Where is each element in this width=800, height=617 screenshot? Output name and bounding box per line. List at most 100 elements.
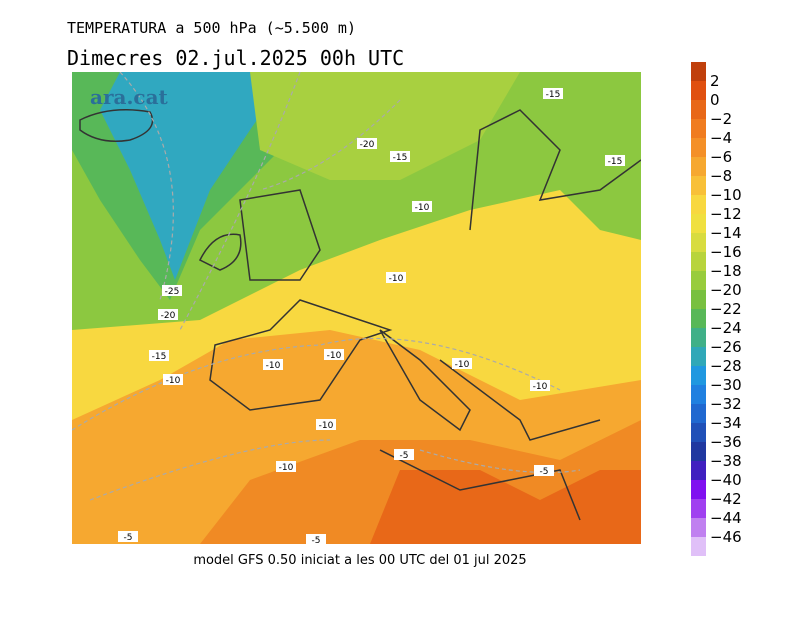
- contour-label-bg: [543, 88, 563, 99]
- contour-label: -10: [166, 376, 181, 386]
- colorbar-swatch: [691, 328, 706, 347]
- colorbar-swatch: [691, 442, 706, 461]
- colorbar-swatch: [691, 385, 706, 404]
- contour-label: -15: [152, 352, 167, 362]
- contour-label: -10: [279, 463, 294, 473]
- colorbar-label: −46: [710, 528, 742, 546]
- colorbar-swatch: [691, 138, 706, 157]
- colorbar-label: −6: [710, 148, 732, 166]
- colorbar-swatch: [691, 195, 706, 214]
- contour-label-bg: [452, 358, 472, 369]
- contour-label: -10: [266, 361, 281, 371]
- subtitle: Dimecres 02.jul.2025 00h UTC: [67, 46, 404, 70]
- colorbar-swatch: [691, 309, 706, 328]
- contour-label-bg: [263, 359, 283, 370]
- contour-label-bg: [390, 151, 410, 162]
- contour-label: -10: [319, 421, 334, 431]
- contour-label: -15: [608, 157, 623, 167]
- colorbar-swatch: [691, 214, 706, 233]
- colorbar-swatch: [691, 499, 706, 518]
- colorbar-swatch: [691, 157, 706, 176]
- footer: model GFS 0.50 iniciat a les 00 UTC del …: [193, 553, 526, 568]
- colorbar-swatch: [691, 480, 706, 499]
- contour-label-bg: [149, 350, 169, 361]
- isotherms: [72, 72, 581, 501]
- colorbar-label: −8: [710, 167, 732, 185]
- colorbar-label: −40: [710, 471, 742, 489]
- contour-label: -15: [393, 153, 408, 163]
- contour-label: -20: [360, 140, 375, 150]
- contour-label-bg: [394, 449, 414, 460]
- contour-label-bg: [316, 419, 336, 430]
- colorbar-label: −16: [710, 243, 742, 261]
- contour-label: -10: [533, 382, 548, 392]
- contour-label: -10: [327, 351, 342, 361]
- contour-label: -5: [312, 536, 321, 546]
- colorbar-label: −18: [710, 262, 742, 280]
- mid-area: [250, 72, 520, 180]
- contour-label-bg: [534, 465, 554, 476]
- colorbar-swatch: [691, 176, 706, 195]
- contour-label: -15: [546, 90, 561, 100]
- colorbar-swatch: [691, 366, 706, 385]
- colorbar-swatch: [691, 518, 706, 537]
- colorbar-label: −4: [710, 129, 732, 147]
- contour-label-bg: [158, 309, 178, 320]
- colorbar-swatch: [691, 100, 706, 119]
- colorbar: 20−2−4−6−8−10−12−14−16−18−20−22−24−26−28…: [691, 62, 742, 556]
- contour-label-bg: [412, 201, 432, 212]
- colorbar-label: −28: [710, 357, 742, 375]
- colorbar-swatch: [691, 119, 706, 138]
- colorbar-label: −44: [710, 509, 742, 527]
- colorbar-label: −12: [710, 205, 742, 223]
- contour-label: -5: [540, 467, 549, 477]
- colorbar-label: −30: [710, 376, 742, 394]
- colorbar-label: −34: [710, 414, 742, 432]
- colorbar-label: −26: [710, 338, 742, 356]
- contour-label: -10: [415, 203, 430, 213]
- contour-label: -25: [165, 287, 180, 297]
- coastlines: [79, 109, 641, 521]
- contour-label: -10: [389, 274, 404, 284]
- colorbar-swatch: [691, 233, 706, 252]
- contour-label-bg: [386, 272, 406, 283]
- title: TEMPERATURA a 500 hPa (~5.500 m): [67, 19, 356, 37]
- colorbar-label: −24: [710, 319, 742, 337]
- contour-label: -10: [455, 360, 470, 370]
- colorbar-swatch: [691, 81, 706, 100]
- colorbar-label: 0: [710, 91, 720, 109]
- contour-label: -5: [400, 451, 409, 461]
- contour-label-bg: [324, 349, 344, 360]
- map: ara.cat -15 -20 -15 -15 -10 -25 -10 -20 -15 -10 -1…: [72, 72, 641, 546]
- contour-label-bg: [118, 531, 138, 542]
- colorbar-label: −10: [710, 186, 742, 204]
- contour-label-bg: [163, 374, 183, 385]
- colorbar-label: −42: [710, 490, 742, 508]
- contour-label-bg: [357, 138, 377, 149]
- colorbar-swatch: [691, 347, 706, 366]
- colorbar-swatch: [691, 461, 706, 480]
- contour-label-bg: [530, 380, 550, 391]
- contour-label: -5: [124, 533, 133, 543]
- colorbar-label: −22: [710, 300, 742, 318]
- contour-label-bg: [162, 285, 182, 296]
- colorbar-label: 2: [710, 72, 720, 90]
- colorbar-label: −2: [710, 110, 732, 128]
- contour-label-bg: [276, 461, 296, 472]
- colorbar-label: −20: [710, 281, 742, 299]
- colorbar-label: −14: [710, 224, 742, 242]
- colorbar-swatch: [691, 62, 706, 81]
- colorbar-swatch: [691, 271, 706, 290]
- colorbar-swatch: [691, 404, 706, 423]
- contour-label-bg: [306, 534, 326, 545]
- colorbar-swatch: [691, 423, 706, 442]
- colorbar-swatch: [691, 290, 706, 309]
- watermark: ara.cat: [90, 85, 169, 109]
- hottest-area: [370, 470, 641, 544]
- colorbar-label: −36: [710, 433, 742, 451]
- colorbar-swatch: [691, 537, 706, 556]
- colorbar-label: −38: [710, 452, 742, 470]
- contour-label-bg: [605, 155, 625, 166]
- colorbar-swatch: [691, 252, 706, 271]
